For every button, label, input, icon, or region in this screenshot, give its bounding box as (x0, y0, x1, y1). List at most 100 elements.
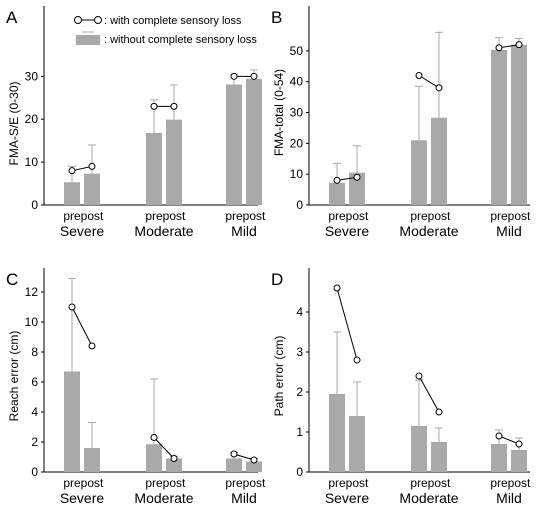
bar (64, 371, 80, 472)
legend: : with complete sensory loss : without c… (74, 15, 257, 46)
data-point (230, 72, 238, 80)
y-tick-label: 50 (290, 44, 304, 58)
x-group-label: Mild (231, 223, 257, 239)
x-sub-label: post (428, 209, 451, 223)
data-point (88, 162, 96, 170)
x-group-label: Severe (60, 490, 105, 506)
y-axis-label: FMA-total (0-54) (272, 69, 286, 156)
y-tick-label: 8 (31, 345, 38, 359)
y-tick-label: 0 (31, 465, 38, 479)
x-group-label: Moderate (399, 490, 458, 506)
y-tick-label: 1 (296, 425, 303, 439)
x-sub-label: pre (410, 476, 428, 490)
bar (84, 448, 100, 472)
data-point (515, 440, 523, 448)
y-tick-label: 30 (25, 69, 39, 83)
bar (226, 84, 242, 205)
y-tick-label: 20 (25, 112, 39, 126)
x-sub-label: post (81, 476, 104, 490)
panel-letter: A (6, 8, 18, 27)
x-sub-label: pre (328, 209, 346, 223)
bar (64, 182, 80, 205)
data-point (150, 102, 158, 110)
data-point (88, 342, 96, 350)
bar (84, 173, 100, 205)
legend-circle-right (94, 16, 102, 24)
bar (246, 461, 262, 472)
x-sub-label: post (346, 476, 369, 490)
x-group-label: Severe (60, 223, 105, 239)
series-line (498, 435, 520, 445)
y-tick-label: 40 (290, 75, 304, 89)
legend-circle-left (74, 16, 82, 24)
data-point (353, 173, 361, 181)
y-axis-label: FMA-S/E (0-30) (7, 81, 21, 165)
y-axis-label: Path error (cm) (272, 336, 286, 417)
y-tick-label: 10 (290, 167, 304, 181)
x-group-label: Mild (231, 490, 257, 506)
data-point (170, 455, 178, 462)
x-sub-label: post (346, 209, 369, 223)
panel-letter: C (6, 270, 18, 289)
x-sub-label: pre (63, 209, 81, 223)
x-sub-label: post (428, 476, 451, 490)
series-line (336, 287, 358, 361)
x-group-label: Mild (496, 490, 522, 506)
y-tick-label: 4 (31, 405, 38, 419)
series-line (71, 306, 93, 347)
x-group-label: Severe (325, 490, 370, 506)
y-tick-label: 2 (31, 435, 38, 449)
x-sub-label: pre (225, 209, 243, 223)
x-sub-label: post (81, 209, 104, 223)
x-sub-label: pre (145, 476, 163, 490)
x-sub-label: pre (145, 209, 163, 223)
panel-letter: D (271, 270, 283, 289)
y-axis-label: Reach error (cm) (7, 331, 21, 422)
series-line (418, 75, 440, 89)
y-tick-label: 3 (296, 345, 303, 359)
y-tick-label: 6 (31, 375, 38, 389)
y-tick-label: 0 (296, 198, 303, 212)
data-point (150, 434, 158, 441)
bar (146, 444, 162, 472)
x-sub-label: post (163, 476, 186, 490)
data-point (415, 372, 423, 380)
y-tick-label: 2 (296, 385, 303, 399)
data-point (353, 356, 361, 364)
data-point (250, 72, 258, 80)
series-line (418, 375, 440, 413)
y-tick-label: 10 (25, 155, 39, 169)
bar (349, 416, 365, 472)
data-point (495, 432, 503, 440)
bar (491, 444, 507, 472)
bar (411, 426, 427, 472)
x-group-label: Moderate (134, 223, 193, 239)
y-tick-label: 0 (31, 198, 38, 212)
x-group-label: Moderate (134, 490, 193, 506)
data-point (250, 456, 258, 464)
data-point (333, 176, 341, 184)
y-tick-label: 12 (25, 285, 39, 299)
x-sub-label: post (508, 476, 531, 490)
x-group-label: Moderate (399, 223, 458, 239)
y-tick-label: 10 (25, 315, 39, 329)
y-tick-label: 0 (296, 465, 303, 479)
series-line (153, 437, 175, 459)
x-sub-label: post (508, 209, 531, 223)
x-sub-label: pre (225, 476, 243, 490)
data-point (333, 284, 341, 292)
bar (246, 78, 262, 205)
data-point (230, 450, 238, 458)
data-point (495, 44, 503, 52)
data-point (68, 303, 76, 311)
x-sub-label: post (243, 209, 266, 223)
x-sub-label: pre (410, 209, 428, 223)
bar (329, 394, 345, 472)
x-sub-label: pre (63, 476, 81, 490)
bar (431, 117, 447, 205)
bar (329, 182, 345, 205)
x-sub-label: pre (490, 209, 508, 223)
